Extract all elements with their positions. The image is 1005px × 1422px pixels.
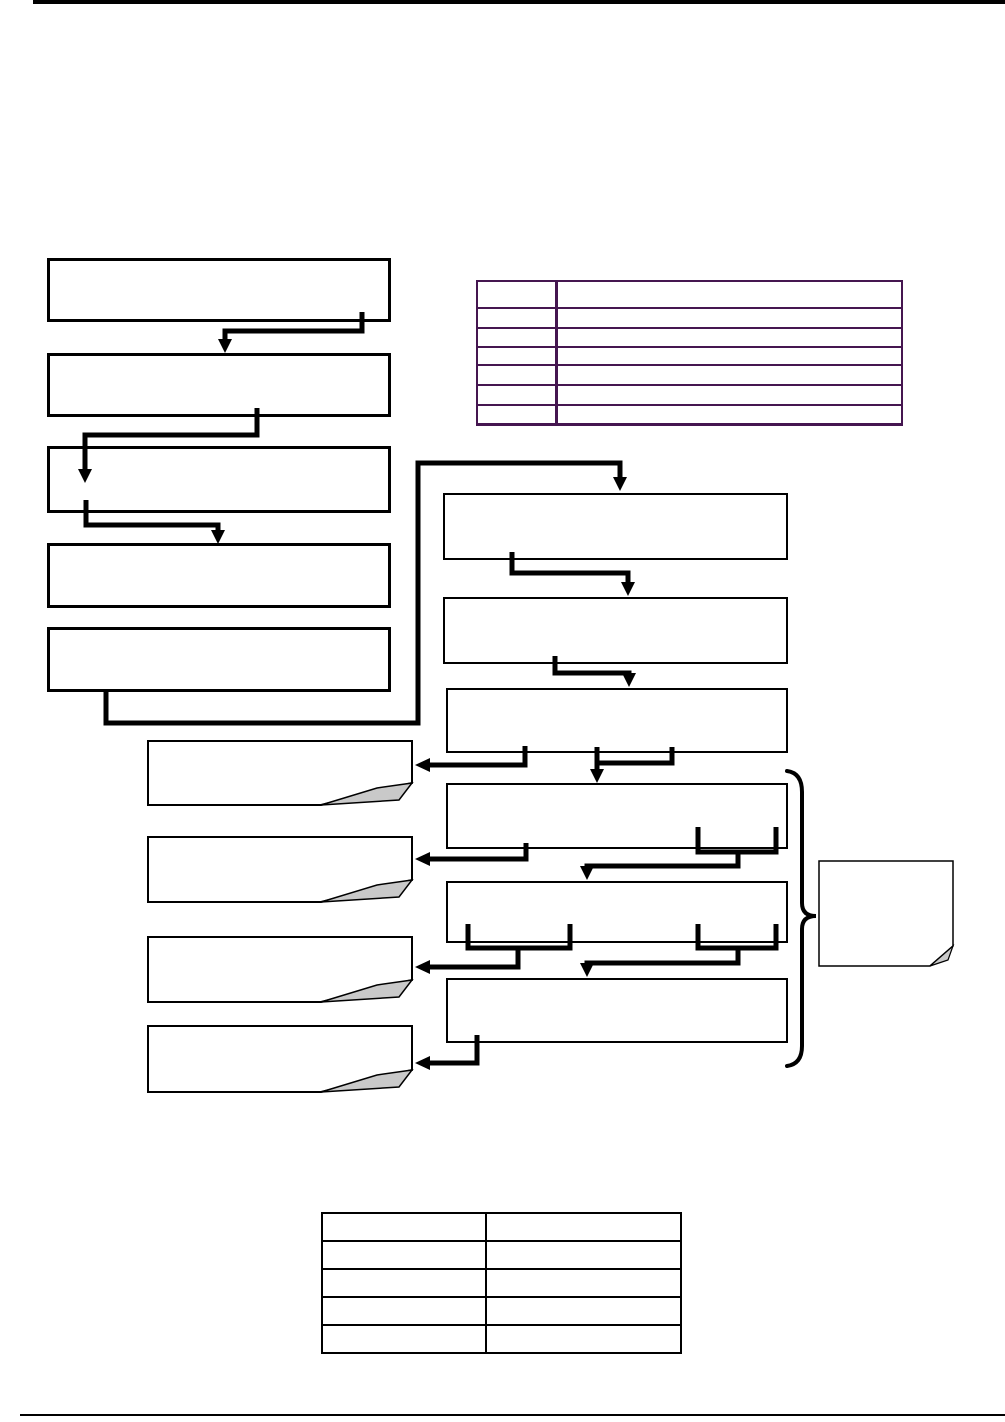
table-cell — [476, 280, 558, 309]
flow-box-label — [448, 980, 786, 1041]
flow-box-label — [50, 449, 388, 510]
flow-box-label — [445, 495, 786, 558]
flow-box-right-1 — [443, 493, 788, 560]
table-row — [476, 404, 903, 426]
table-cell — [485, 1240, 682, 1270]
table-cell — [555, 280, 903, 309]
table-row — [476, 346, 903, 366]
connector-right5-note3 — [430, 948, 521, 970]
table-cell — [555, 327, 903, 348]
folded-corner-shape — [818, 860, 955, 967]
table-cell — [555, 307, 903, 329]
table-cell — [485, 1268, 682, 1298]
table-cell — [555, 384, 903, 406]
table-cell — [485, 1324, 682, 1354]
flow-box-right-6 — [446, 978, 788, 1043]
page-top-rule — [33, 0, 1005, 4]
table-cell — [321, 1212, 487, 1242]
table-cell — [555, 404, 903, 426]
flow-box-label — [50, 630, 388, 689]
table-row — [321, 1324, 682, 1354]
folded-corner-shape — [147, 936, 414, 1003]
table-cell — [555, 364, 903, 386]
table-row — [321, 1268, 682, 1298]
flow-box-right-2 — [443, 597, 788, 664]
arrowhead-down-icon — [590, 769, 604, 783]
table-row — [476, 327, 903, 348]
table-row — [321, 1212, 682, 1242]
flow-box-right-5 — [446, 881, 788, 943]
note-box-3 — [147, 936, 415, 1005]
table-row — [476, 280, 903, 309]
table-cell — [476, 364, 558, 386]
arrowhead-down-icon — [580, 963, 594, 977]
connector-right4-right5 — [584, 852, 741, 869]
flow-box-label — [50, 356, 388, 414]
flow-box-label — [448, 690, 786, 751]
note-box-2 — [147, 836, 415, 905]
arrowhead-down-icon — [621, 582, 635, 596]
flow-box-left-5 — [47, 627, 391, 692]
arrowhead-down-icon — [613, 477, 627, 491]
table-cell — [476, 346, 558, 366]
table-cell — [555, 346, 903, 366]
arrowhead-left-icon — [415, 852, 430, 866]
note-box-1 — [147, 740, 415, 808]
grouping-brace — [785, 769, 817, 1068]
revision-table — [476, 280, 903, 426]
table-row — [476, 384, 903, 406]
folded-corner-shape — [147, 1025, 414, 1093]
flow-box-right-3 — [446, 688, 788, 753]
arrowhead-left-icon — [415, 758, 430, 772]
table-cell — [476, 404, 558, 426]
flow-box-left-1 — [47, 258, 391, 322]
flow-box-label — [445, 599, 786, 662]
arrowhead-down-icon — [218, 339, 232, 353]
table-cell — [476, 327, 558, 348]
arrowhead-left-icon — [415, 1056, 430, 1070]
table-cell — [485, 1212, 682, 1242]
table-row — [476, 307, 903, 329]
table-row — [476, 364, 903, 386]
connector-right5-right6 — [584, 948, 741, 966]
arrowhead-down-icon — [622, 673, 636, 687]
arrowhead-down-icon — [211, 530, 225, 544]
bottom-table — [321, 1212, 682, 1354]
flow-box-left-2 — [47, 353, 391, 417]
flow-box-left-4 — [47, 543, 391, 608]
flow-box-left-3 — [47, 446, 391, 513]
flow-box-label — [448, 785, 786, 847]
flow-box-right-4 — [446, 783, 788, 849]
table-cell — [476, 384, 558, 406]
table-cell — [476, 307, 558, 329]
flow-box-label — [448, 883, 786, 941]
arrowhead-down-icon — [580, 866, 594, 880]
arrowhead-left-icon — [415, 960, 430, 974]
table-cell — [321, 1268, 487, 1298]
table-row — [321, 1240, 682, 1270]
folded-corner-shape — [147, 740, 414, 806]
table-cell — [321, 1240, 487, 1270]
folded-corner-shape — [147, 836, 414, 903]
table-cell — [321, 1324, 487, 1354]
side-note-box — [818, 860, 956, 969]
table-cell — [321, 1296, 487, 1326]
flow-box-label — [50, 546, 388, 605]
flow-box-label — [50, 261, 388, 319]
note-box-4 — [147, 1025, 415, 1095]
page-bottom-rule — [20, 1414, 1005, 1416]
table-row — [321, 1296, 682, 1326]
table-cell — [485, 1296, 682, 1326]
